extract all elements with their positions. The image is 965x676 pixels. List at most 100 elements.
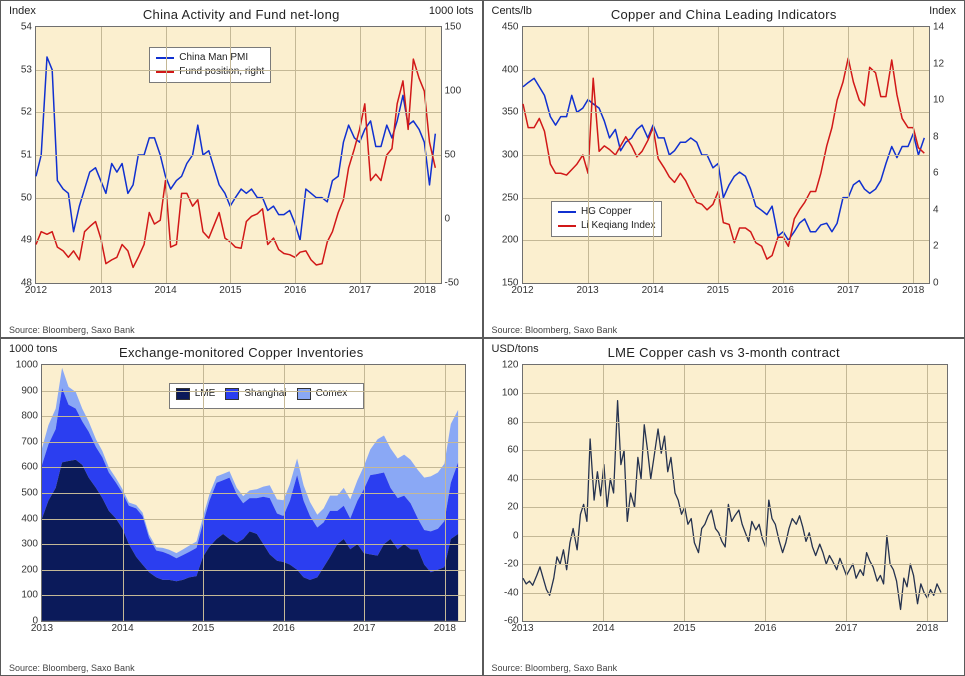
x-tick: 2018 [414, 283, 436, 296]
legend-item: China Man PMI [156, 51, 264, 65]
x-tick: 2012 [511, 283, 533, 296]
y-tick-left: 450 [502, 22, 523, 33]
legend-item: Li Keqiang Index [558, 219, 656, 233]
y-tick-left: 20 [507, 502, 522, 513]
x-tick: 2017 [835, 621, 857, 634]
y-tick-left: 52 [21, 107, 36, 118]
legend-label: Shanghai [244, 387, 286, 401]
y-left-label: USD/tons [492, 343, 539, 355]
legend-item: Comex [297, 387, 348, 401]
x-tick: 2015 [673, 621, 695, 634]
chart-title: Exchange-monitored Copper Inventories [7, 345, 476, 360]
y-right-label: Index [929, 5, 956, 17]
x-tick: 2016 [754, 621, 776, 634]
y-tick-right: 4 [929, 204, 939, 215]
series-lme-spread [523, 401, 941, 610]
chart-title: China Activity and Fund net-long [7, 7, 476, 22]
legend: LME Shanghai Comex [169, 383, 365, 409]
y-tick-left: 120 [502, 360, 523, 371]
y-left-label: Cents/lb [492, 5, 532, 17]
panel-inventories: 1000 tons Exchange-monitored Copper Inve… [0, 338, 483, 676]
y-tick-right: 50 [441, 150, 456, 161]
chart-title: LME Copper cash vs 3-month contract [490, 345, 959, 360]
y-tick-left: 50 [21, 192, 36, 203]
legend-label: Comex [316, 387, 348, 401]
y-tick-left: 54 [21, 22, 36, 33]
source-text: Source: Bloomberg, Saxo Bank [9, 663, 135, 673]
y-tick-right: 150 [441, 22, 462, 33]
x-tick: 2014 [642, 283, 664, 296]
x-tick: 2013 [90, 283, 112, 296]
y-tick-left: 400 [21, 513, 42, 524]
legend: HG CopperLi Keqiang Index [551, 201, 663, 237]
y-left-label: Index [9, 5, 36, 17]
plot-area: HG CopperLi Keqiang Index 15020025030035… [522, 26, 931, 284]
y-tick-left: 600 [21, 462, 42, 473]
x-tick: 2018 [916, 621, 938, 634]
chart-grid: Index 1000 lots China Activity and Fund … [0, 0, 965, 676]
y-tick-left: 200 [21, 564, 42, 575]
y-tick-left: 200 [502, 235, 523, 246]
legend-item: Fund position, right [156, 65, 264, 79]
x-tick: 2015 [192, 621, 214, 634]
panel-copper-leading: Cents/lb Index Copper and China Leading … [483, 0, 965, 338]
x-tick: 2018 [902, 283, 924, 296]
y-tick-left: 40 [507, 473, 522, 484]
x-tick: 2017 [349, 283, 371, 296]
x-tick: 2013 [31, 621, 53, 634]
x-tick: 2015 [219, 283, 241, 296]
y-tick-right: 6 [929, 168, 939, 179]
y-tick-left: 400 [502, 64, 523, 75]
x-tick: 2017 [837, 283, 859, 296]
y-tick-left: 80 [507, 416, 522, 427]
x-tick: 2014 [111, 621, 133, 634]
plot-area: LMEShanghaiComex 01002003004005006007008… [41, 364, 466, 622]
x-tick: 2013 [511, 621, 533, 634]
legend-item: HG Copper [558, 205, 656, 219]
y-tick-left: 0 [513, 530, 523, 541]
legend-label: Li Keqiang Index [581, 219, 656, 233]
y-tick-left: -40 [504, 587, 522, 598]
y-tick-left: 100 [502, 388, 523, 399]
x-tick: 2013 [576, 283, 598, 296]
y-tick-right: 8 [929, 131, 939, 142]
x-tick: 2014 [154, 283, 176, 296]
x-tick: 2012 [25, 283, 47, 296]
y-tick-right: 10 [929, 95, 944, 106]
y-tick-left: 500 [21, 488, 42, 499]
legend-swatch [558, 225, 576, 227]
legend: China Man PMIFund position, right [149, 47, 271, 83]
y-tick-right: -50 [441, 278, 459, 289]
x-tick: 2014 [592, 621, 614, 634]
y-tick-right: 0 [929, 278, 939, 289]
source-text: Source: Bloomberg, Saxo Bank [492, 663, 618, 673]
series-china-pmi [36, 57, 435, 240]
legend-item: Shanghai [225, 387, 286, 401]
legend-label: China Man PMI [179, 51, 248, 65]
source-text: Source: Bloomberg, Saxo Bank [492, 325, 618, 335]
x-tick: 2016 [284, 283, 306, 296]
y-tick-left: 700 [21, 436, 42, 447]
y-tick-left: 350 [502, 107, 523, 118]
plot-area: -60-40-200204060801001202013201420152016… [522, 364, 949, 622]
x-tick: 2018 [434, 621, 456, 634]
y-tick-right: 14 [929, 22, 944, 33]
y-tick-right: 12 [929, 58, 944, 69]
y-tick-left: -20 [504, 559, 522, 570]
y-right-label: 1000 lots [429, 5, 474, 17]
panel-lme-spread: USD/tons LME Copper cash vs 3-month cont… [483, 338, 965, 676]
legend-swatch [558, 211, 576, 213]
y-tick-right: 0 [441, 214, 451, 225]
x-tick: 2016 [273, 621, 295, 634]
y-tick-left: 60 [507, 445, 522, 456]
y-tick-left: 800 [21, 411, 42, 422]
legend-label: LME [195, 387, 216, 401]
y-tick-left: 900 [21, 385, 42, 396]
y-tick-left: 1000 [16, 360, 42, 371]
y-tick-left: 300 [21, 539, 42, 550]
y-tick-left: 51 [21, 150, 36, 161]
x-tick: 2016 [772, 283, 794, 296]
y-tick-left: 53 [21, 64, 36, 75]
x-tick: 2015 [707, 283, 729, 296]
y-tick-left: 100 [21, 590, 42, 601]
